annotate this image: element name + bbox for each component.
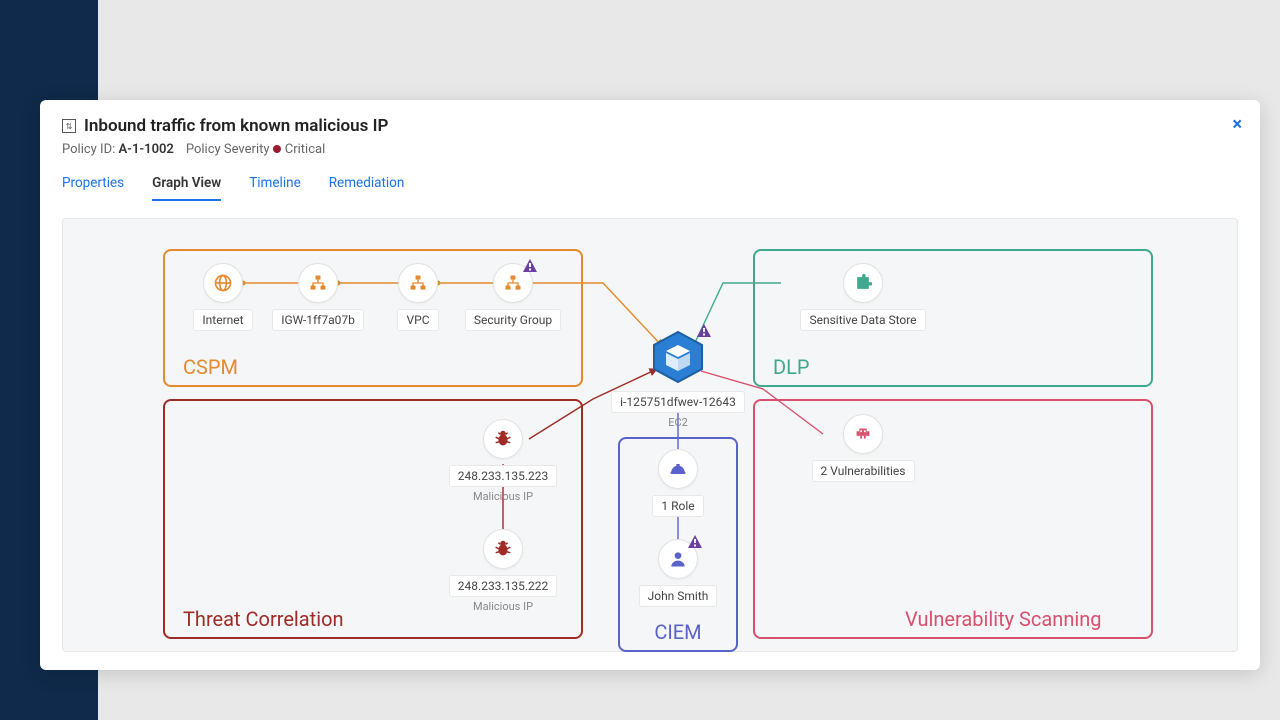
org-icon — [298, 263, 338, 303]
alert-title: Inbound traffic from known malicious IP — [84, 116, 388, 136]
node-sublabel: EC2 — [668, 416, 688, 429]
org-icon — [398, 263, 438, 303]
node-center[interactable]: i-125751dfwev-12643EC2 — [633, 329, 723, 429]
node-user[interactable]: John Smith — [633, 539, 723, 607]
detail-tabs: Properties Graph View Timeline Remediati… — [40, 175, 1260, 201]
node-vpc[interactable]: VPC — [373, 263, 463, 331]
node-dlp_node[interactable]: Sensitive Data Store — [818, 263, 908, 331]
node-label: 2 Vulnerabilities — [812, 460, 915, 482]
node-label: 248.233.135.222 — [449, 575, 557, 597]
tab-timeline[interactable]: Timeline — [249, 175, 301, 201]
group-label-dlp: DLP — [773, 355, 810, 379]
globe-icon — [203, 263, 243, 303]
node-igw[interactable]: IGW-1ff7a07b — [273, 263, 363, 331]
node-sg[interactable]: Security Group — [468, 263, 558, 331]
alert-detail-modal: × ⇅ Inbound traffic from known malicious… — [40, 100, 1260, 670]
tab-properties[interactable]: Properties — [62, 175, 124, 201]
node-mal2[interactable]: 248.233.135.222Malicious IP — [458, 529, 548, 613]
close-button[interactable]: × — [1232, 114, 1242, 135]
graph-canvas[interactable]: CSPM Threat Correlation DLP Vulnerability S… — [62, 218, 1238, 652]
policy-severity: Policy Severity Critical — [186, 142, 325, 157]
node-label: VPC — [397, 309, 438, 331]
bug-icon — [483, 419, 523, 459]
person-icon — [658, 539, 698, 579]
bug-icon — [483, 529, 523, 569]
group-vuln: Vulnerability Scanning — [753, 399, 1153, 639]
group-label-vuln: Vulnerability Scanning — [905, 607, 1102, 631]
node-mal1[interactable]: 248.233.135.223Malicious IP — [458, 419, 548, 503]
policy-id: Policy ID: A-1-1002 — [62, 142, 174, 157]
group-label-ciem: CIEM — [620, 620, 736, 644]
node-vuln_node[interactable]: 2 Vulnerabilities — [818, 414, 908, 482]
node-label: Security Group — [465, 309, 561, 331]
hex-icon — [650, 329, 706, 385]
node-sublabel: Malicious IP — [473, 600, 533, 613]
puzzle-icon — [843, 263, 883, 303]
severity-dot-icon — [273, 145, 281, 153]
org-icon — [493, 263, 533, 303]
node-label: Internet — [193, 309, 252, 331]
node-label: 248.233.135.223 — [449, 465, 557, 487]
node-role[interactable]: 1 Role — [633, 449, 723, 517]
node-label: 1 Role — [652, 495, 703, 517]
node-label: IGW-1ff7a07b — [272, 309, 364, 331]
alien-icon — [843, 414, 883, 454]
group-label-cspm: CSPM — [183, 355, 238, 379]
node-label: John Smith — [639, 585, 718, 607]
group-label-threat: Threat Correlation — [183, 607, 344, 631]
tab-graph-view[interactable]: Graph View — [152, 175, 221, 201]
tab-remediation[interactable]: Remediation — [329, 175, 405, 201]
node-sublabel: Malicious IP — [473, 490, 533, 503]
hardhat-icon — [658, 449, 698, 489]
node-label: i-125751dfwev-12643 — [611, 391, 745, 413]
node-label: Sensitive Data Store — [800, 309, 925, 331]
alert-type-icon: ⇅ — [62, 119, 76, 133]
node-internet[interactable]: Internet — [178, 263, 268, 331]
modal-header: ⇅ Inbound traffic from known malicious I… — [40, 100, 1260, 157]
